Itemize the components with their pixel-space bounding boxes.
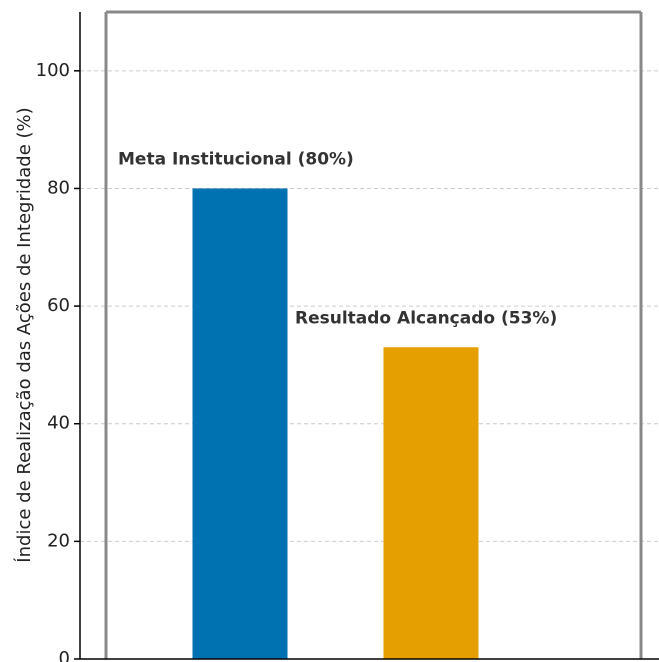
y-axis-ticks: 0 20 40 60 80 100 <box>36 60 80 662</box>
bars <box>192 188 479 660</box>
y-tick-label-40: 40 <box>47 413 70 434</box>
bar-1 <box>192 188 288 660</box>
grid-lines <box>80 70 659 542</box>
data-label-2: Resultado Alcançado (53%) <box>295 308 557 328</box>
bar-2 <box>383 347 479 659</box>
data-label-1: Meta Institucional (80%) <box>118 149 354 169</box>
y-tick-label-80: 80 <box>47 177 70 198</box>
data-labels: Meta Institucional (80%) Resultado Alcanç… <box>118 149 557 328</box>
y-tick-label-60: 60 <box>47 295 70 316</box>
y-axis-title: Índice de Realização das Ações de Integr… <box>13 107 35 562</box>
y-tick-label-0: 0 <box>59 648 70 662</box>
y-tick-label-100: 100 <box>36 60 70 81</box>
y-tick-label-20: 20 <box>47 530 70 551</box>
